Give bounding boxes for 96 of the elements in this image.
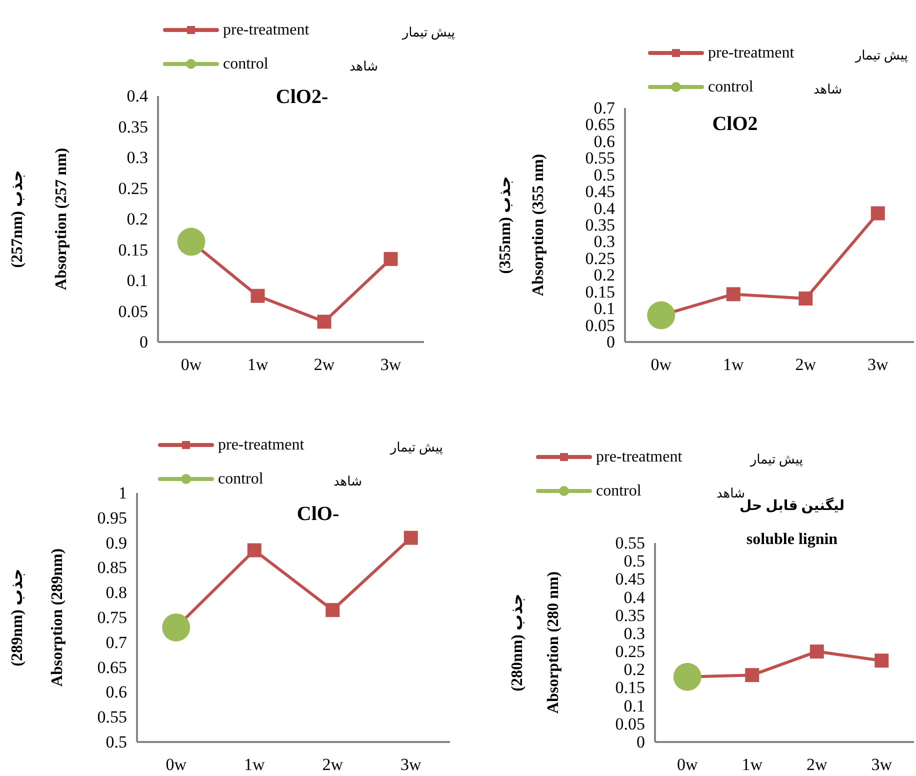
point [404,530,418,545]
y-tick-label: 0.15 [118,240,148,260]
point [874,654,889,668]
point [745,668,760,682]
y-axis-title: Absorption (280 nm) [545,571,562,714]
x-tick-label: 2w [795,355,817,374]
text: جذب (289nm) [9,568,26,666]
text: ClO- [296,503,340,525]
x-tick-label: 3w [400,755,422,774]
y-axis-title: Absorption (257 nm) [53,148,70,290]
y-tick-label: 0 [606,332,615,352]
y-tick-label: 0.55 [615,534,645,552]
x-tick-label: 0w [676,755,698,774]
y-tick-label: 0.15 [615,678,645,698]
y-tick-label: 0.6 [594,132,615,151]
y-tick-label: 0 [140,332,148,352]
x-tick-label: 2w [806,755,828,774]
y-tick-label: 0.3 [594,232,615,252]
point [247,543,262,558]
y-tick-label: 0.45 [585,182,615,202]
legend-label: control [596,482,642,500]
x-tick-label: 0w [650,355,672,374]
y-tick-label: 0.95 [97,508,127,528]
y-tick-label: 0.55 [97,708,127,727]
y-tick-label: 0.9 [106,533,127,552]
y-tick-label: 0.85 [97,558,127,578]
legend-label: pre-treatment [596,448,683,466]
legend-label: pre-treatment [218,436,305,454]
y-tick-label: 0.45 [615,570,645,589]
y-tick-label: 0.3 [126,148,148,167]
legend-label: pre-treatment [708,44,795,62]
y-tick-label: 0.2 [126,210,148,228]
x-tick-label: 3w [867,355,889,374]
text: جذب (280nm) [509,594,526,692]
x-tick-label: 2w [314,355,336,374]
y-tick-label: 0.05 [615,714,645,734]
y-tick-label: 0.6 [106,682,127,702]
y-tick-label: 0.35 [585,216,615,234]
text: جذب (355nm) [497,176,514,274]
y-tick-label: 0.5 [106,732,127,752]
y-tick-label: 0.25 [615,642,645,662]
y-tick-label: 0.75 [97,608,127,627]
point [726,287,740,302]
legend-label: control [218,470,264,488]
y-tick-label: 0.5 [624,552,645,571]
chart-subtitle: soluble lignin [746,531,838,548]
x-tick-label: 2w [322,755,344,774]
x-tick-label: 1w [722,355,744,374]
chart-title: لیگنین قابل حل [740,497,844,514]
y-tick-label: 0.4 [594,198,616,218]
y-tick-label: 0.8 [106,583,127,602]
y-tick-label: 0.4 [624,588,646,607]
point [250,288,265,303]
y-tick-label: 0 [636,732,645,752]
point [326,603,340,618]
chart-title: ClO2- [276,86,328,108]
y-tick-label: 0.35 [118,117,148,136]
y-tick-label: 0.05 [585,316,615,335]
x-tick-label: 1w [244,755,266,774]
point [810,644,824,659]
y-tick-label: 0.15 [585,282,615,302]
y-tick-label: 0.55 [585,148,615,168]
y-tick-label: 0.1 [594,299,615,318]
y-tick-label: 0.5 [594,165,615,184]
y-tick-label: 0.1 [126,271,148,290]
x-tick-label: 3w [380,355,402,374]
y-tick-label: 0.1 [624,696,645,716]
y-tick-label: 0.35 [615,606,645,625]
x-tick-label: 3w [871,755,893,774]
chart-title: ClO2 [712,113,758,135]
y-tick-label: 0.25 [118,178,148,198]
y-tick-label: 0.65 [97,658,127,677]
x-tick-label: 0w [180,355,202,374]
x-tick-label: 0w [166,755,188,774]
x-tick-label: 1w [742,755,764,774]
point [317,314,332,329]
y-tick-label: 0.05 [118,302,148,321]
legend-label: pre-treatment [223,22,310,38]
y-tick-label: 0.2 [624,660,645,680]
legend-label: control [708,78,754,96]
y-tick-label: 0.25 [585,248,615,268]
legend-label: control [223,56,269,72]
text: جذب (257nm) [9,170,26,268]
y-tick-label: 0.7 [594,98,616,118]
point [384,252,398,266]
y-tick-label: 0.2 [594,266,615,285]
y-tick-label: 0.3 [624,624,645,643]
y-tick-label: 0.4 [126,86,148,106]
y-tick-label: 0.65 [585,115,615,134]
y-tick-label: 0.7 [106,632,128,652]
y-axis-title: Absorption (289nm) [49,548,66,687]
x-tick-label: 1w [247,355,269,374]
point [870,206,885,220]
point [798,292,813,306]
y-tick-label: 1 [118,484,127,502]
y-axis-title: Absorption (355 nm) [530,154,547,296]
